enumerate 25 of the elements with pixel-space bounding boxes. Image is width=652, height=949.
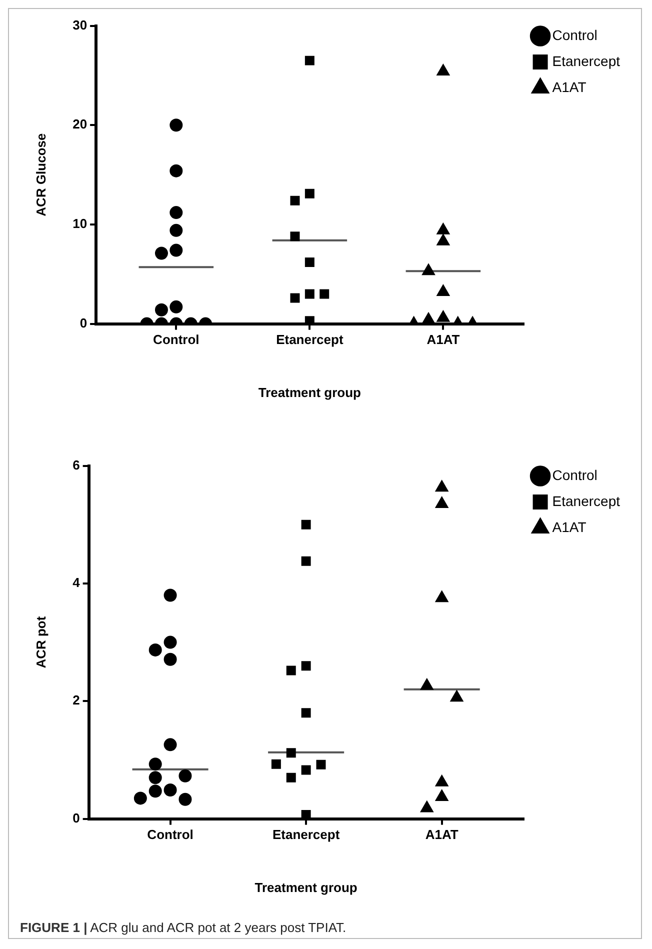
y-tick-label: 2 [72,692,80,708]
legend-label: Etanercept [552,492,620,509]
legend-label: Control [552,466,598,483]
y-axis-title: ACR pot [33,616,48,668]
legend-label: A1AT [552,78,587,95]
legend-label: Control [552,26,598,43]
x-axis-title: Treatment group [258,384,362,400]
y-tick-label: 0 [80,315,88,330]
x-tick-label: Control [147,827,194,842]
x-tick-label: Etanercept [272,827,340,842]
caption: FIGURE 1 | ACR glu and ACR pot at 2 years post TPIAT. [20,920,346,935]
x-tick-label: A1AT [426,332,460,348]
legend-label: A1AT [552,518,587,535]
y-tick-label: 6 [72,457,80,472]
legend-label: Etanercept [552,52,620,69]
x-tick-label: A1AT [425,827,458,842]
y-tick-label: 4 [72,575,81,590]
y-tick-label: 20 [72,116,88,132]
y-tick-label: 0 [72,810,80,826]
y-axis-title: ACR Glucose [33,133,48,216]
y-tick-label: 30 [72,17,88,32]
y-tick-label: 10 [72,216,88,232]
x-tick-label: Etanercept [276,332,344,348]
x-tick-label: Control [153,332,200,348]
x-axis-title: Treatment group [254,880,358,895]
